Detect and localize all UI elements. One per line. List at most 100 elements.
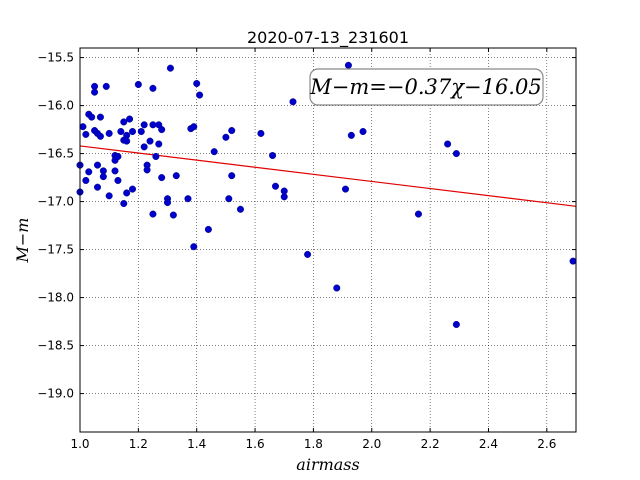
data-point — [452, 150, 460, 158]
y-tick-label: −18.5 — [37, 339, 74, 353]
data-point — [289, 98, 297, 106]
data-point — [120, 200, 128, 208]
data-point — [129, 128, 137, 136]
data-point — [344, 61, 352, 69]
grid-lines — [79, 48, 576, 432]
data-point — [82, 176, 90, 184]
data-point — [444, 140, 452, 148]
data-point — [271, 182, 279, 190]
x-axis-label: airmass — [296, 455, 359, 474]
data-point — [143, 166, 151, 174]
data-point — [452, 320, 460, 328]
data-point — [204, 225, 212, 233]
data-point — [222, 133, 230, 141]
data-point — [120, 118, 128, 126]
y-tick-label: −19.0 — [37, 387, 74, 401]
data-point — [257, 129, 265, 137]
data-point — [114, 176, 122, 184]
y-tick-label: −18.0 — [37, 291, 74, 305]
data-point — [169, 211, 177, 219]
data-point — [88, 113, 96, 121]
data-point — [210, 148, 218, 156]
data-point — [155, 140, 163, 148]
data-point — [569, 257, 577, 265]
data-point — [137, 128, 145, 136]
data-point — [94, 183, 102, 191]
data-point — [333, 284, 341, 292]
y-tick-label: −15.5 — [37, 51, 74, 65]
data-point — [228, 127, 236, 135]
data-point — [149, 121, 157, 129]
data-point — [359, 128, 367, 136]
data-point — [129, 185, 137, 193]
data-point — [172, 172, 180, 180]
data-point — [99, 173, 107, 181]
fit-annotation-box — [309, 68, 544, 106]
data-point — [105, 192, 113, 200]
data-point — [342, 185, 350, 193]
x-tick-label: 2.2 — [421, 437, 440, 451]
data-point — [184, 195, 192, 203]
y-tick-label: −16.0 — [37, 99, 74, 113]
data-point — [152, 152, 160, 160]
data-point — [414, 210, 422, 218]
data-point — [190, 243, 198, 251]
data-point — [117, 128, 125, 136]
data-point — [146, 137, 154, 145]
data-point — [280, 187, 288, 195]
x-tick-label: 2.4 — [479, 437, 498, 451]
data-point — [149, 210, 157, 218]
y-axis-ticks: −15.5 −16.0 −16.5 −17.0 −17.5 −18.0 −18.5 −19.0 — [37, 51, 576, 401]
data-point — [190, 123, 198, 131]
data-point — [94, 161, 102, 169]
y-tick-label: −17.0 — [37, 195, 74, 209]
data-point — [111, 167, 119, 175]
data-point — [193, 80, 201, 88]
data-point — [85, 168, 93, 176]
x-axis-ticks: 1.0 1.2 1.4 1.6 1.8 2.0 2.2 2.4 2.6 — [70, 48, 556, 451]
x-tick-label: 1.8 — [304, 437, 323, 451]
data-point — [304, 250, 312, 258]
y-tick-label: −17.5 — [37, 243, 74, 257]
x-tick-label: 1.2 — [129, 437, 148, 451]
data-point — [140, 143, 148, 151]
x-tick-label: 1.0 — [70, 437, 89, 451]
data-point — [158, 126, 166, 134]
data-point — [96, 113, 104, 121]
x-tick-label: 1.6 — [246, 437, 265, 451]
data-point — [149, 84, 157, 92]
data-points — [76, 61, 577, 328]
data-point — [126, 115, 134, 123]
data-point — [82, 130, 90, 138]
data-point — [225, 195, 233, 203]
data-point — [236, 205, 244, 213]
data-point — [140, 121, 148, 129]
data-point — [91, 88, 99, 96]
x-tick-label: 2.0 — [362, 437, 381, 451]
data-point — [166, 64, 174, 72]
x-tick-label: 2.6 — [537, 437, 556, 451]
chart-title: 2020-07-13_231601 — [247, 28, 409, 48]
data-point — [164, 199, 172, 207]
fit-annotation-text: M−m=−0.37χ−16.05 — [309, 75, 541, 99]
x-tick-label: 1.4 — [187, 437, 206, 451]
y-axis-label: M−m — [13, 218, 32, 264]
plot-frame — [79, 47, 577, 433]
data-point — [196, 91, 204, 99]
data-point — [269, 152, 277, 160]
data-point — [123, 137, 131, 145]
data-point — [347, 131, 355, 139]
data-point — [105, 129, 113, 137]
fit-line — [79, 145, 577, 207]
data-point — [102, 82, 110, 90]
data-point — [123, 189, 131, 197]
fit-line-layer — [79, 145, 577, 207]
data-point — [134, 80, 142, 88]
data-point — [158, 174, 166, 182]
y-tick-label: −16.5 — [37, 147, 74, 161]
data-point — [114, 152, 122, 160]
data-point — [79, 123, 87, 131]
fit-annotation: M−m=−0.37χ−16.05 — [309, 68, 544, 106]
data-point — [96, 132, 104, 140]
